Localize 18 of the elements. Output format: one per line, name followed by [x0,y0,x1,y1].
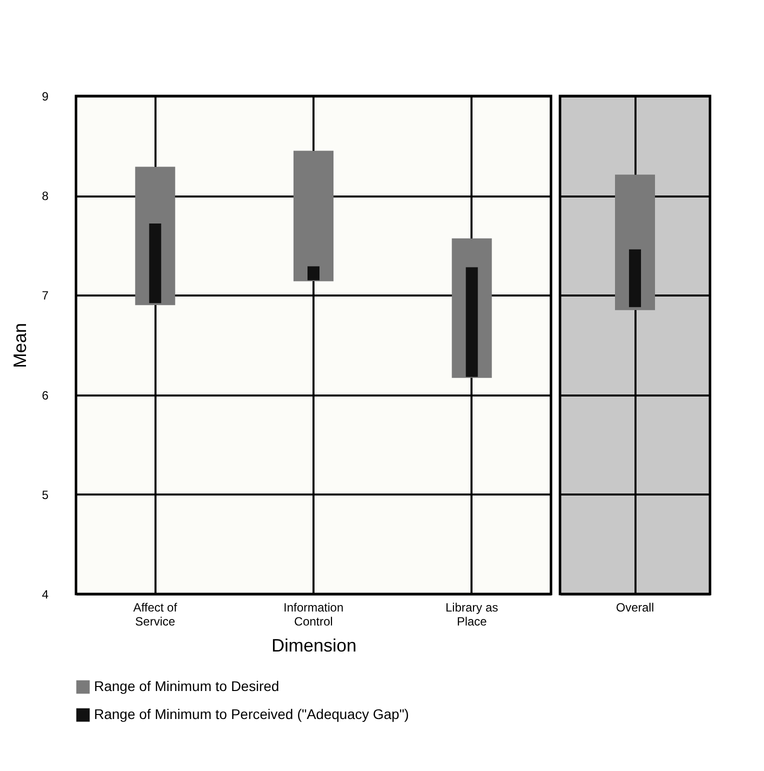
y-axis-title: Mean [10,322,30,368]
y-tick-label: 9 [42,90,49,104]
x-axis-title: Dimension [271,636,357,656]
x-tick-label: Overall [616,600,654,614]
y-tick-label: 8 [42,189,49,204]
y-tick-label: 4 [42,588,49,602]
y-tick-label: 5 [42,488,49,502]
bar [308,266,320,280]
legend-label: Range of Minimum to Perceived ("Adequacy Gap") [94,706,409,722]
x-tick-label: Affect of Service [133,600,178,628]
legend-label: Range of Minimum to Desired [94,678,280,694]
bar [466,267,478,377]
bar [149,223,162,304]
y-tick-label: 7 [42,288,49,303]
bar [294,150,334,282]
x-tick-label: Library as Place [445,600,498,628]
y-tick-label: 6 [42,388,49,402]
x-tick-label: Information Control [283,600,344,628]
